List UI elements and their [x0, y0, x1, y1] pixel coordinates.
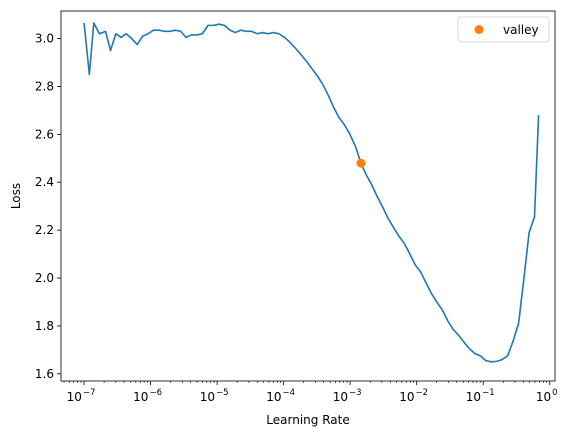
legend: valley	[457, 16, 550, 43]
y-tick-label: 2.4	[35, 175, 54, 189]
y-axis-ticks: 1.6 1.8 2.0 2.2 2.4 2.6 2.8 3.0	[35, 32, 61, 381]
x-axis-ticks: 10−7 10−6 10−5 10−4 10−3 10−2 10−1 100	[63, 381, 558, 404]
legend-marker-valley	[474, 25, 484, 34]
chart-marks	[83, 22, 540, 363]
axes-frame	[60, 10, 556, 382]
y-tick-label: 1.6	[35, 367, 54, 381]
y-axis-label: Loss	[9, 183, 23, 209]
x-tick-label: 10−5	[200, 388, 229, 404]
y-tick-label: 2.0	[35, 271, 54, 285]
x-tick-label: 100	[536, 388, 558, 404]
x-tick-label: 10−2	[399, 388, 428, 404]
legend-label-valley: valley	[503, 23, 539, 37]
x-tick-label: 10−1	[466, 388, 495, 404]
x-tick-label: 10−4	[266, 388, 295, 404]
y-tick-label: 3.0	[35, 32, 54, 46]
y-tick-label: 2.6	[35, 127, 54, 141]
y-tick-label: 2.2	[35, 223, 54, 237]
valley-point	[356, 158, 366, 168]
x-tick-label: 10−3	[333, 388, 362, 404]
y-tick-label: 2.8	[35, 79, 54, 93]
x-axis-label: Learning Rate	[266, 413, 349, 427]
legend-box	[457, 16, 550, 43]
x-tick-label: 10−6	[133, 388, 162, 404]
y-tick-label: 1.8	[35, 319, 54, 333]
x-tick-label: 10−7	[67, 388, 96, 404]
loss-series-line	[83, 22, 540, 363]
